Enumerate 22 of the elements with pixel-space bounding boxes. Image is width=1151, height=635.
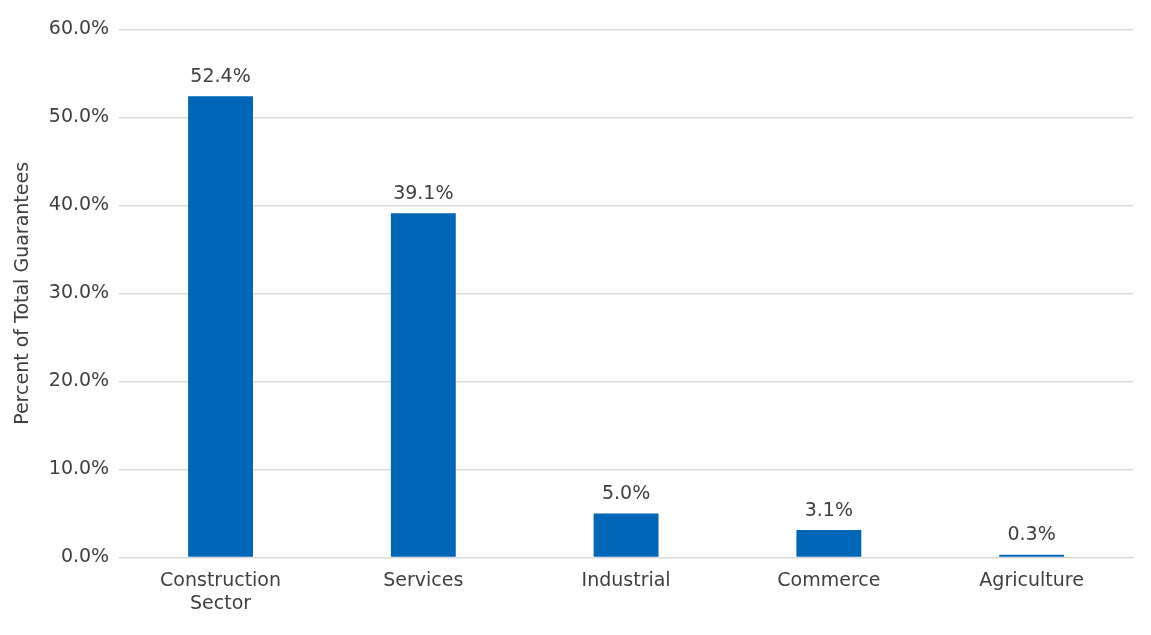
- x-tick-label: Construction Sector: [160, 567, 282, 613]
- bar: [188, 96, 253, 557]
- bar: [796, 530, 862, 557]
- bar: [593, 513, 659, 557]
- y-tick-label: 10.0%: [48, 456, 110, 479]
- data-label: 0.3%: [1007, 522, 1056, 545]
- x-tick-label: Services: [383, 567, 464, 590]
- data-label: 5.0%: [601, 480, 651, 503]
- y-tick-label: 0.0%: [60, 544, 110, 567]
- y-tick-label: 60.0%: [48, 16, 110, 39]
- data-label: 39.1%: [393, 180, 454, 203]
- x-tick-label: Agriculture: [979, 567, 1084, 590]
- y-tick-label: 30.0%: [48, 280, 110, 303]
- data-label: 52.4%: [190, 63, 251, 86]
- y-tick-label: 50.0%: [48, 104, 110, 127]
- data-label: 3.1%: [804, 497, 853, 520]
- x-tick-label: Industrial: [581, 567, 671, 590]
- y-axis-title: Percent of Total Guarantees: [10, 161, 33, 425]
- y-tick-label: 20.0%: [48, 368, 110, 391]
- x-tick-label: Commerce: [777, 567, 881, 590]
- y-tick-label: 40.0%: [48, 192, 110, 215]
- bar: [390, 213, 456, 557]
